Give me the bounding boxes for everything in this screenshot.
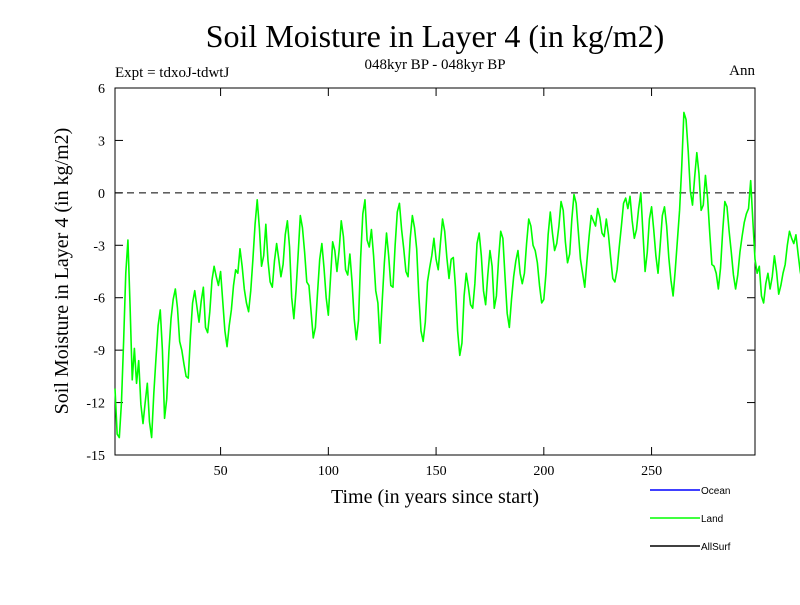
legend: Ocean Land AllSurf [650,486,731,553]
y-tick-label: -15 [86,449,105,464]
y-tick-label: -3 [93,239,105,254]
y-tick-label: -9 [93,344,105,359]
period-label: Ann [729,63,755,79]
experiment-label: Expt = tdxoJ-tdwtJ [115,65,229,81]
ticks-layer: 6 3 0 -3 -6 -9 -12 -15 50 100 150 200 250 [86,82,755,479]
legend-label-land: Land [701,514,723,525]
y-tick-label: 3 [98,134,105,149]
legend-label-allsurf: AllSurf [701,542,731,553]
x-tick-label: 50 [214,464,228,479]
x-tick-label: 250 [641,464,662,479]
x-tick-label: 200 [533,464,554,479]
series-layer [114,111,800,439]
x-tick-label: 150 [426,464,447,479]
legend-label-ocean: Ocean [701,486,730,497]
x-axis-label: Time (in years since start) [331,486,539,508]
y-tick-label: -6 [93,292,105,307]
series-line-land [114,111,800,439]
y-tick-label: 0 [98,187,105,202]
x-tick-label: 100 [318,464,339,479]
y-axis-label: Soil Moisture in Layer 4 (in kg/m2) [51,128,73,415]
plot-frame [114,87,756,456]
chart-title: Soil Moisture in Layer 4 (in kg/m2) [206,18,665,54]
y-tick-label: 6 [98,82,105,97]
chart-subtitle: 048kyr BP - 048kyr BP [364,57,505,73]
y-tick-label: -12 [86,397,105,412]
